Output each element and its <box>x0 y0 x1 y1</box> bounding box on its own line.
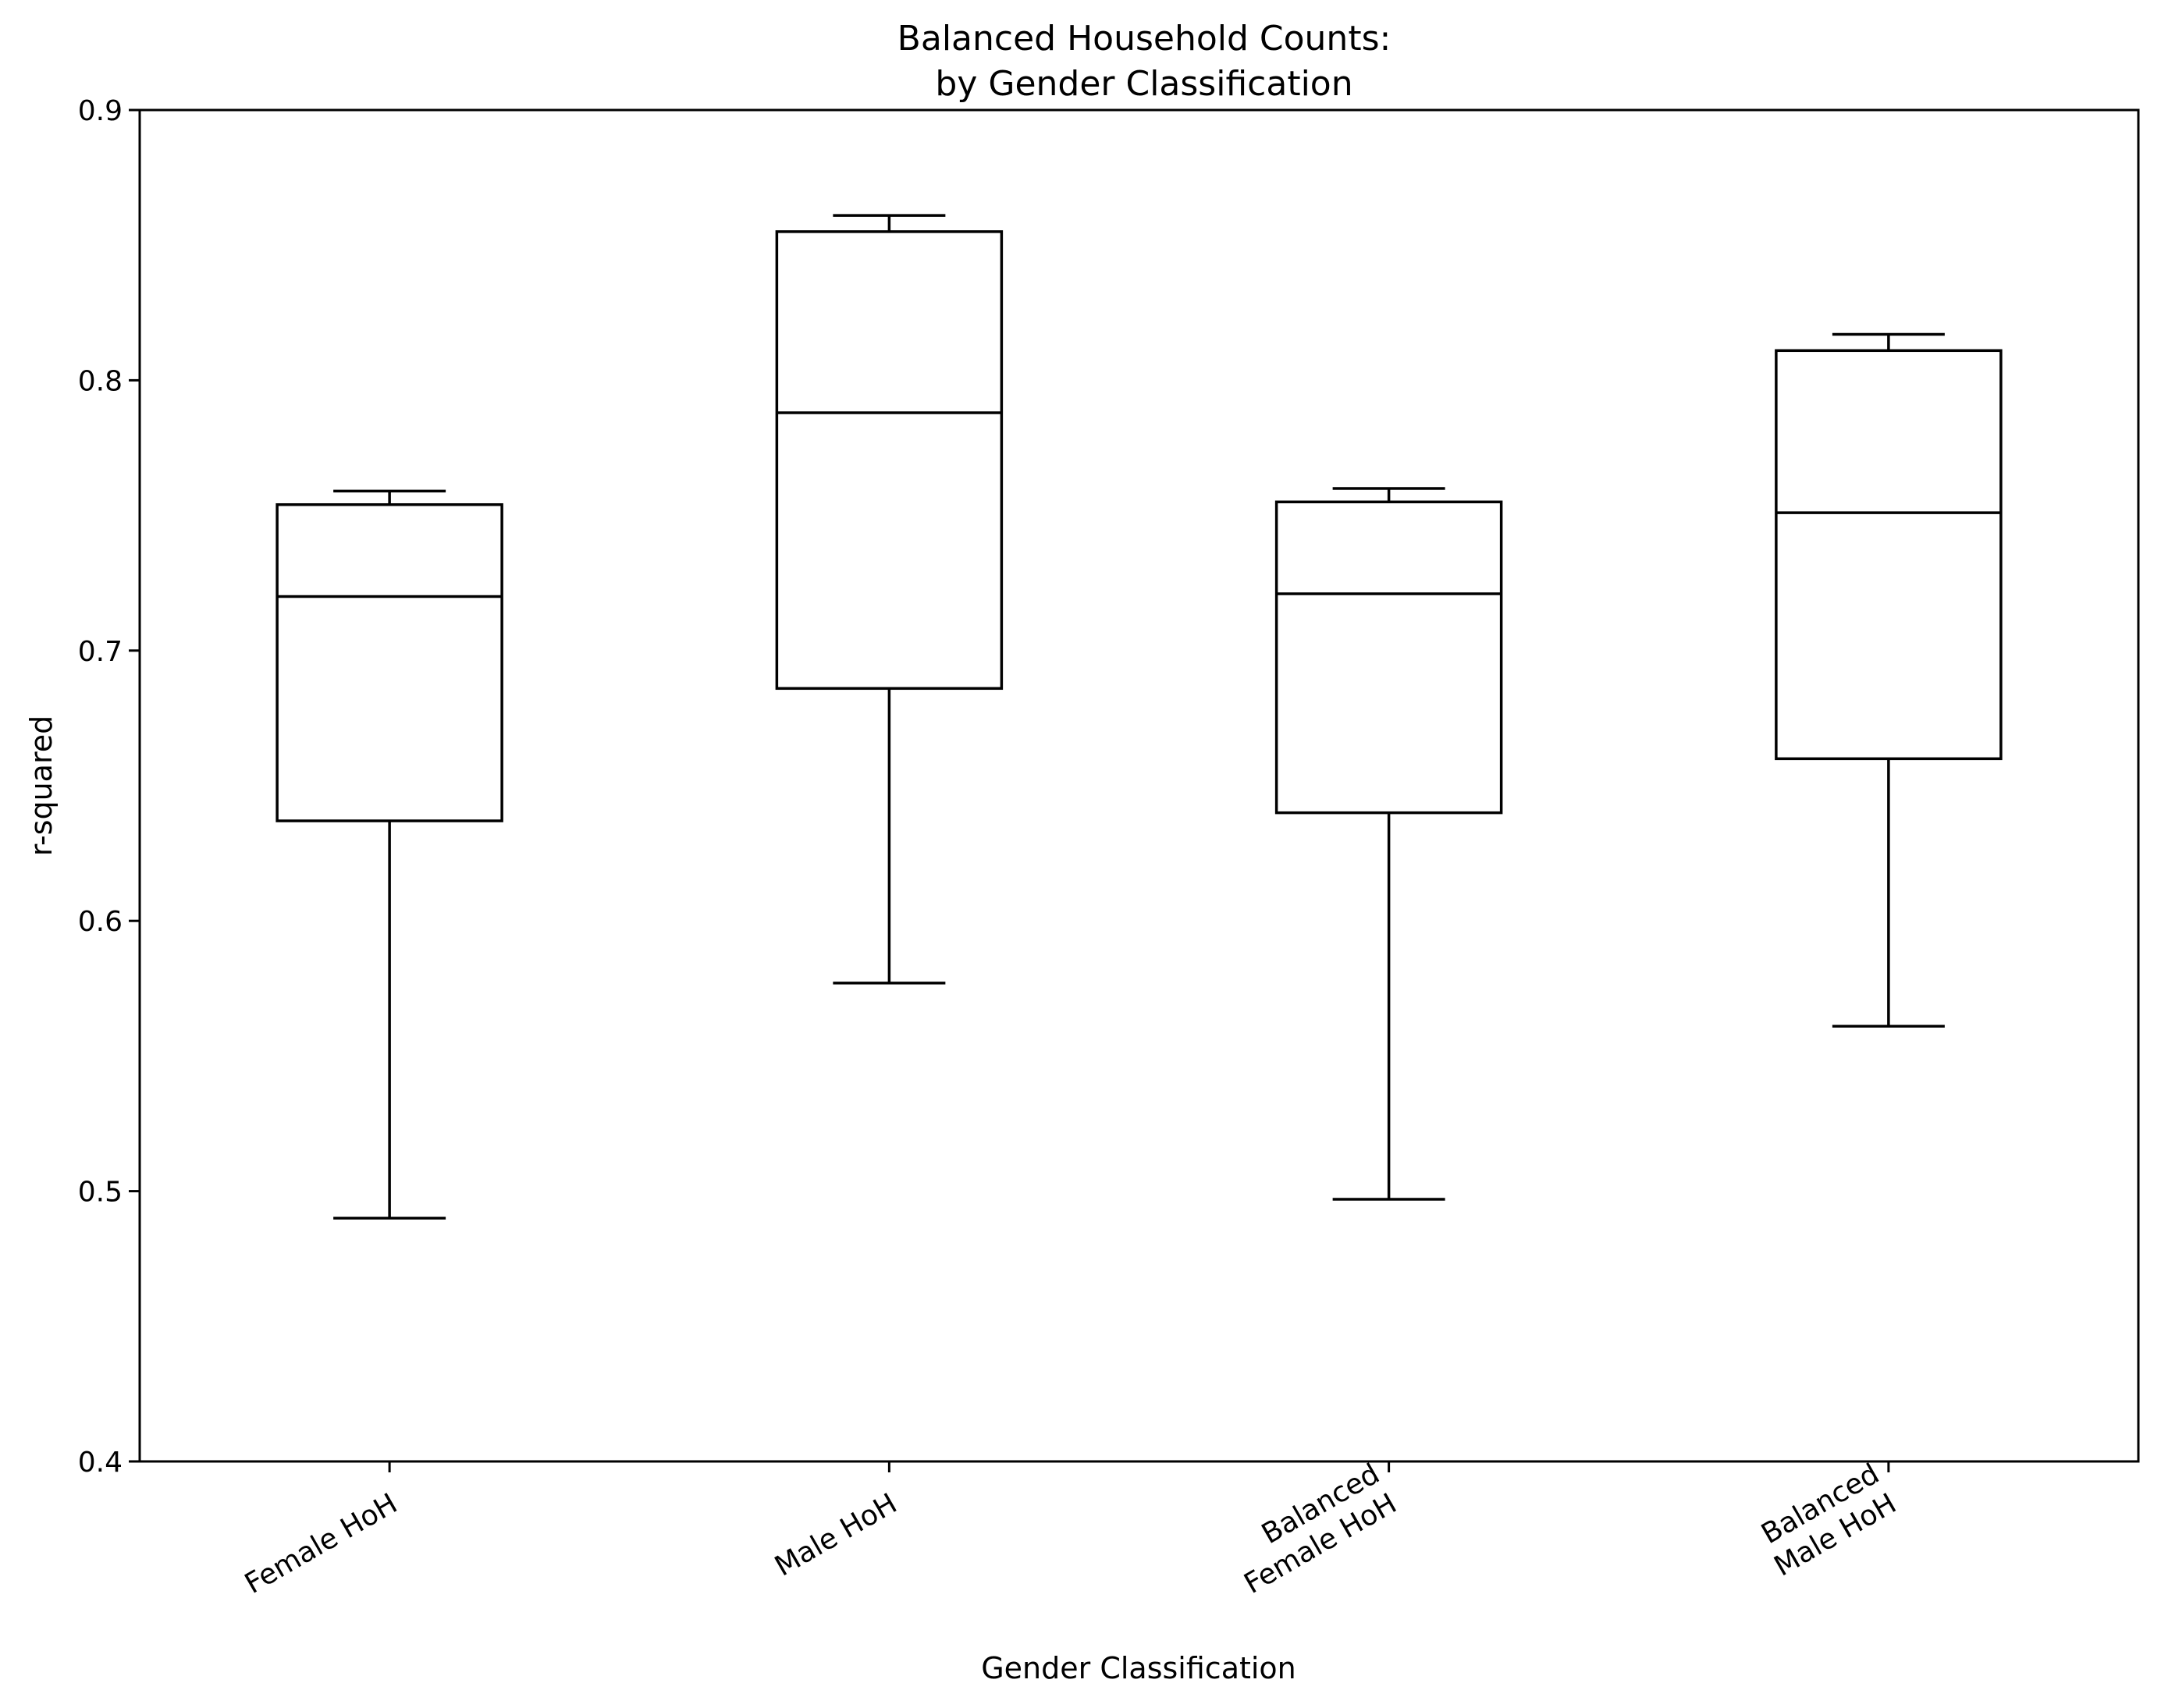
box-iqr <box>275 502 503 822</box>
y-axis: 0.4 0.5 0.6 0.7 0.8 0.9 <box>78 95 140 1479</box>
y-tick-label: 0.6 <box>78 906 123 938</box>
box-4 <box>1775 332 2003 1028</box>
y-tick-label: 0.5 <box>78 1177 123 1209</box>
box-iqr <box>1274 500 1503 815</box>
box-3 <box>1274 487 1503 1201</box>
box-iqr <box>775 230 1004 691</box>
x-axis-label: Gender Classification <box>981 1651 1296 1685</box>
box-1 <box>275 489 503 1220</box>
box-2 <box>775 214 1004 985</box>
x-tick-label: Male HoH <box>770 1488 902 1583</box>
y-axis-label: r-squared <box>24 716 59 856</box>
y-tick-label: 0.9 <box>78 95 123 127</box>
y-tick-label: 0.8 <box>78 365 123 397</box>
chart-title-line-2: by Gender Classification <box>935 64 1352 104</box>
chart-title-line-1: Balanced Household Counts: <box>897 19 1391 59</box>
y-tick-label: 0.7 <box>78 636 123 668</box>
y-tick-label: 0.4 <box>78 1447 123 1479</box>
x-tick-label-line: Female HoH <box>240 1488 403 1600</box>
x-tick-label: Female HoH <box>240 1488 403 1600</box>
boxes-group <box>275 214 2003 1220</box>
box-iqr <box>1775 349 2003 761</box>
x-tick-label-line: Male HoH <box>770 1488 902 1583</box>
plot-area-frame <box>138 108 2140 1463</box>
